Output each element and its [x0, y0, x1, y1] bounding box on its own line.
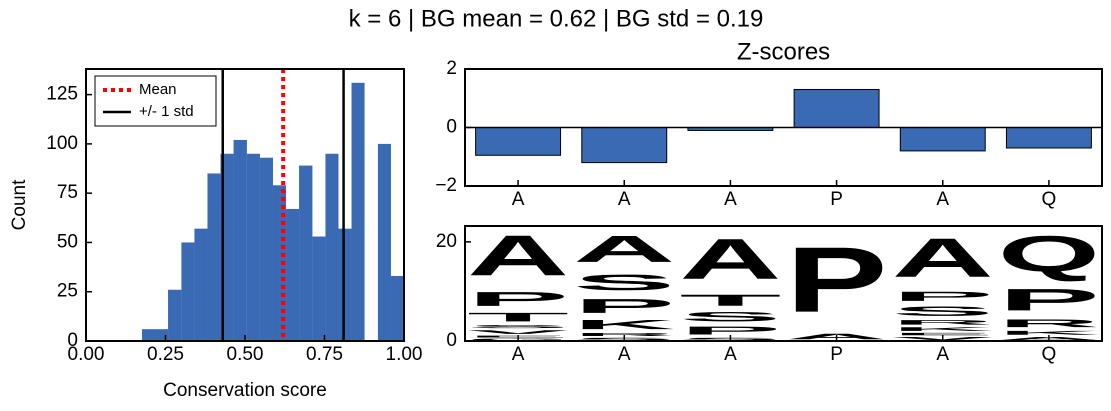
x-tick-label: A	[618, 189, 631, 210]
legend-box	[94, 75, 217, 127]
x-tick-label: A	[512, 344, 525, 365]
logo-letter: S	[573, 337, 675, 341]
logo-letter: P	[786, 228, 888, 332]
legend-label: Mean	[139, 81, 177, 98]
logo-letter: P	[679, 324, 781, 337]
y-axis-label: Count	[9, 179, 30, 230]
y-tick-label: 0	[446, 330, 457, 351]
x-tick-label: A	[512, 189, 525, 210]
hist-bar	[390, 275, 404, 341]
logo-letter: E	[467, 335, 569, 338]
hist-bar	[325, 153, 339, 341]
x-tick-label: Q	[1042, 344, 1057, 365]
logo-letter: A	[467, 223, 569, 288]
logo-letter: K	[892, 326, 994, 332]
logo-letter: R	[892, 319, 994, 326]
x-tick-label: 0.75	[306, 344, 343, 365]
x-tick-label: Q	[1042, 189, 1057, 210]
figure-title: k = 6 | BG mean = 0.62 | BG std = 0.19	[349, 5, 764, 32]
logo-letter: P	[892, 289, 994, 304]
x-tick-label: A	[936, 344, 949, 365]
logo-letter: G	[467, 338, 569, 341]
axes-frame	[464, 225, 1103, 342]
logo-letter: K	[573, 317, 675, 332]
y-tick-label: 125	[46, 84, 78, 105]
bar	[475, 127, 562, 156]
hist-bar	[246, 153, 260, 341]
x-tick-label: 0.50	[227, 344, 264, 365]
y-tick-label: 0	[446, 117, 457, 138]
x-tick-label: 0.00	[68, 344, 105, 365]
logo-letter: T	[679, 292, 781, 310]
hist-bar	[207, 173, 221, 341]
hist-bar	[194, 228, 208, 341]
hist-bar	[233, 139, 247, 341]
x-axis-label: Conservation score	[163, 380, 327, 401]
logo-letter: V	[892, 336, 994, 341]
logo-letter: A	[679, 226, 781, 291]
logo-letter: T	[467, 310, 569, 324]
logo-letter: S	[892, 304, 994, 319]
logo-letter: R	[573, 332, 675, 337]
hist-bar	[286, 208, 300, 341]
hist-bar	[299, 165, 313, 341]
hist-bar	[155, 329, 169, 341]
hist-bar	[351, 82, 365, 341]
x-tick-label: A	[618, 344, 631, 365]
logo-letter: P	[573, 295, 675, 317]
logo-letter: Q	[998, 226, 1100, 283]
x-tick-label: 0.25	[147, 344, 184, 365]
x-tick-label: P	[830, 344, 843, 365]
logo-letter: V	[467, 329, 569, 335]
logo-letter: P	[467, 288, 569, 310]
logo-letter: R	[998, 317, 1100, 329]
axes-frame	[464, 68, 1103, 187]
y-tick-label: 100	[46, 133, 78, 154]
y-tick-label: 20	[436, 231, 457, 252]
logo-letter: K	[998, 330, 1100, 336]
logo-letter: S	[467, 324, 569, 329]
bar	[899, 127, 986, 152]
y-tick-label: 50	[57, 231, 78, 252]
hist-bar	[338, 228, 352, 341]
hist-bar	[377, 143, 391, 341]
y-tick-label: 0	[67, 330, 78, 351]
x-tick-label: A	[724, 189, 737, 210]
chart-title: Z-scores	[737, 38, 830, 65]
hist-bar	[259, 157, 273, 341]
hist-bar	[168, 289, 182, 341]
y-tick-label: 2	[446, 58, 457, 79]
axes-frame	[85, 68, 405, 342]
x-tick-label: A	[936, 189, 949, 210]
bar	[1005, 127, 1092, 149]
logo-letter: S	[679, 309, 781, 324]
logo-letter: A	[786, 332, 888, 341]
x-tick-label: A	[724, 344, 737, 365]
hist-bar	[312, 236, 326, 341]
logo-letter: S	[573, 270, 675, 295]
logo-letter: A	[998, 336, 1100, 341]
legend-label: +/- 1 std	[139, 103, 194, 120]
x-tick-label: P	[830, 189, 843, 210]
hist-bar	[181, 242, 195, 341]
bar	[793, 88, 880, 128]
y-tick-label: 75	[57, 182, 78, 203]
logo-letter: E	[892, 332, 994, 336]
y-tick-label: −2	[435, 175, 457, 196]
logo-letter: S	[679, 337, 781, 341]
bar	[581, 127, 668, 164]
logo-letter: P	[998, 283, 1100, 318]
hist-bar	[141, 329, 156, 341]
x-tick-label: 1.00	[386, 344, 423, 365]
y-tick-label: 25	[57, 281, 78, 302]
logo-letter: A	[892, 227, 994, 289]
logo-letter: A	[573, 228, 675, 270]
